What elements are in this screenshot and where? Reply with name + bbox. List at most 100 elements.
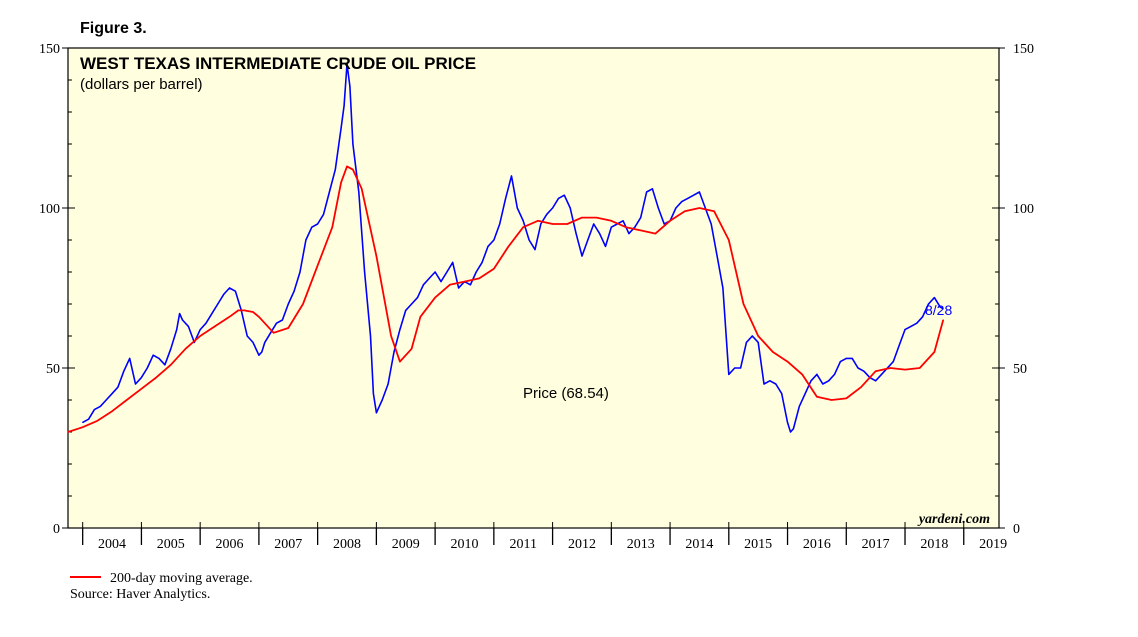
x-tick-label: 2013	[627, 537, 655, 552]
price-line-point	[170, 348, 172, 350]
price-line-point	[164, 364, 166, 366]
moving-average-line-point	[252, 311, 254, 313]
moving-average-line-point	[375, 255, 377, 257]
price-line-point	[651, 188, 654, 190]
x-tick-label: 2016	[803, 537, 831, 552]
price-line-point	[528, 239, 530, 241]
price-line-point	[781, 393, 783, 395]
moving-average-line-point	[831, 399, 833, 401]
price-line-point	[628, 233, 630, 235]
moving-average-line-point	[566, 223, 568, 225]
moving-average-line-point	[237, 309, 239, 311]
moving-average-line-point	[772, 351, 774, 353]
price-series-label: Price (68.54)	[523, 385, 609, 402]
price-line-point	[88, 418, 90, 420]
moving-average-line-point	[507, 245, 510, 247]
moving-average-line-point	[522, 226, 524, 228]
price-line-point	[505, 197, 507, 199]
price-line-point	[722, 287, 724, 289]
price-line-point	[675, 207, 677, 209]
x-tick-label: 2018	[920, 537, 948, 552]
x-tick-label: 2006	[216, 537, 244, 552]
moving-average-line-point	[346, 165, 348, 167]
moving-average-line-point	[258, 316, 260, 318]
moving-average-line-point	[845, 397, 847, 399]
price-line-point	[349, 85, 351, 87]
price-line-point	[510, 175, 513, 177]
price-line-point	[228, 287, 231, 289]
moving-average-line-point	[199, 335, 201, 337]
price-line-point	[381, 399, 383, 401]
moving-average-line-point	[419, 316, 421, 318]
price-line-point	[469, 284, 471, 286]
price-line-point	[710, 223, 712, 225]
y-tick-label-right: 0	[1013, 522, 1020, 537]
price-line-point	[328, 191, 330, 193]
price-line-point	[322, 213, 325, 215]
moving-average-line-point	[331, 226, 333, 228]
moving-average-line-point	[757, 335, 759, 337]
moving-average-line-point	[713, 210, 715, 212]
price-line-point	[728, 373, 730, 375]
price-line-point	[622, 220, 624, 222]
price-line-point	[740, 367, 742, 369]
price-line-point	[117, 386, 119, 388]
price-line-point	[757, 341, 759, 343]
price-line-point	[857, 367, 859, 369]
price-line-point	[372, 393, 374, 395]
moving-average-line-point	[111, 410, 113, 412]
price-line-point	[158, 357, 160, 359]
price-line-point	[557, 197, 560, 199]
price-line-point	[775, 383, 777, 385]
price-line-point	[428, 277, 430, 279]
price-line-point	[405, 309, 407, 311]
price-line-point	[199, 329, 201, 331]
x-axis: 2004 2005 2006 2007 2008 2009 2010 2011 2012 2013…	[82, 522, 1007, 552]
moving-average-line-point	[684, 210, 686, 212]
price-line-point	[828, 380, 830, 382]
price-line-point	[822, 383, 824, 385]
price-line-point	[593, 223, 595, 225]
price-line-point	[181, 319, 184, 321]
moving-average-line-point	[728, 239, 730, 241]
price-line-point	[134, 383, 137, 385]
y-axis-right: 0 50 100 150	[992, 42, 1034, 537]
moving-average-line-point	[801, 373, 803, 375]
price-line-point	[810, 380, 812, 382]
price-line-point	[387, 383, 389, 385]
price-line-point	[798, 405, 800, 407]
moving-average-line-point	[742, 303, 745, 305]
moving-average-line-point	[904, 369, 906, 371]
y-tick-label-left: 100	[39, 202, 60, 217]
price-line-point	[763, 383, 765, 385]
y-tick-label-right: 50	[1013, 362, 1027, 377]
price-line-point	[346, 63, 348, 65]
price-line-point	[340, 127, 342, 129]
price-line-point	[475, 271, 477, 273]
price-line-point	[293, 290, 295, 292]
x-tick-label: 2011	[509, 537, 536, 552]
price-line-point	[910, 325, 912, 327]
price-line-point	[693, 194, 695, 196]
price-line-point	[393, 351, 395, 353]
price-line-point	[305, 239, 307, 241]
moving-average-line-point	[340, 181, 342, 183]
moving-average-line-point	[875, 370, 877, 372]
price-line-point	[358, 191, 360, 193]
price-line	[82, 63, 944, 433]
moving-average-line-point	[581, 217, 583, 219]
price-line-point	[904, 329, 906, 331]
price-line-point	[522, 220, 524, 222]
moving-average-line-point	[493, 268, 495, 270]
price-line-point	[343, 105, 345, 107]
price-line-point	[786, 421, 789, 423]
moving-average-line-point	[287, 327, 289, 329]
price-line-point	[922, 316, 924, 318]
price-line-point	[769, 380, 771, 382]
price-line-point	[452, 261, 454, 263]
price-line-point	[129, 357, 131, 359]
y-tick-label-right: 150	[1013, 42, 1034, 57]
price-line-point	[751, 335, 753, 337]
moving-average-line-point	[449, 284, 451, 286]
moving-average-line-point	[140, 388, 142, 390]
